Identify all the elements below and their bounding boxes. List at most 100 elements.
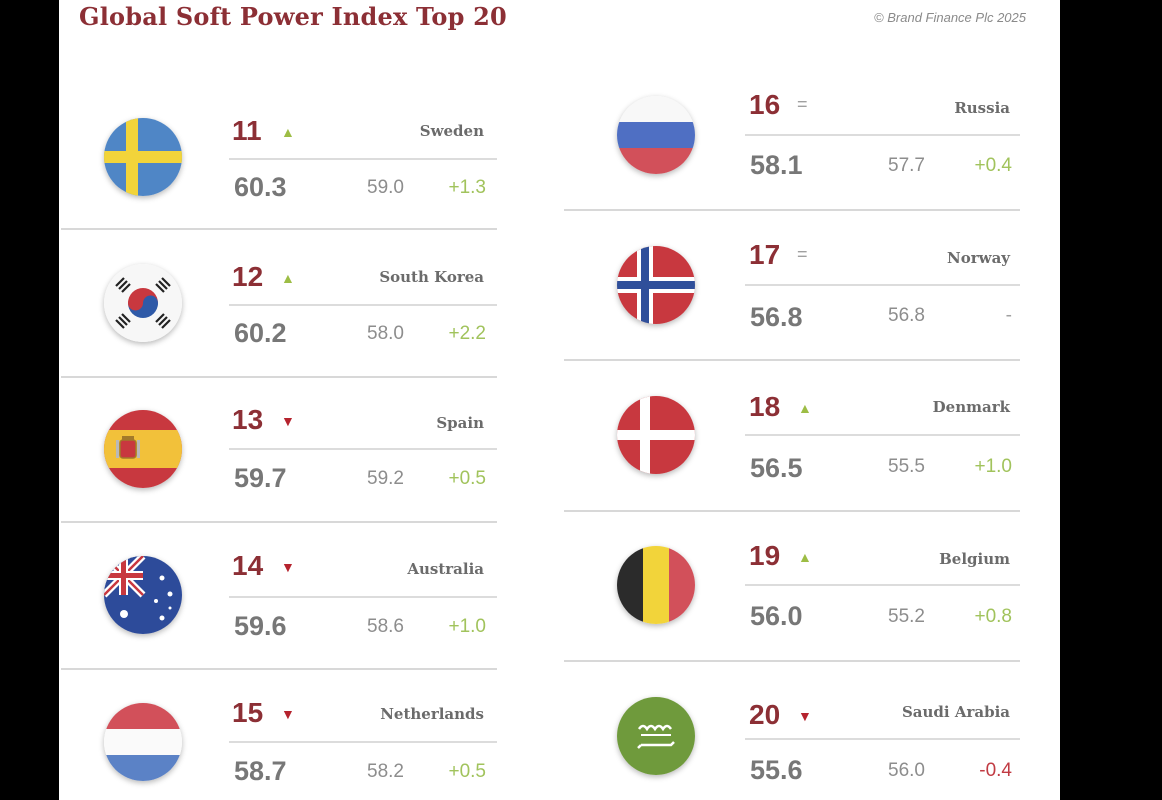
country-name: Russia <box>954 99 1010 117</box>
current-score: 58.1 <box>750 150 803 180</box>
score-change: -0.4 <box>979 760 1012 781</box>
south-korea-flag-icon <box>104 264 182 342</box>
row-divider <box>229 158 497 160</box>
trend-equal-icon: = <box>797 244 808 264</box>
page-title: Global Soft Power Index Top 20 <box>79 2 507 31</box>
previous-score: 58.0 <box>367 323 404 344</box>
row-divider <box>229 448 497 450</box>
ranking-entry-russia: 16 = Russia 58.1 57.7 +0.4 <box>564 0 1022 180</box>
score-change: +0.5 <box>448 761 486 782</box>
trend-up-icon: ▲ <box>798 400 812 416</box>
rank-number: 17 <box>749 239 781 270</box>
current-score: 60.2 <box>234 318 287 348</box>
ranking-entry-norway: 17 = Norway 56.8 56.8 - <box>564 0 1022 332</box>
entry-separator <box>564 209 1020 211</box>
entry-separator <box>61 521 497 523</box>
score-change: +1.3 <box>448 177 486 198</box>
country-name: Belgium <box>939 550 1010 568</box>
trend-down-icon: ▼ <box>281 559 295 575</box>
country-name: Saudi Arabia <box>901 703 1010 721</box>
country-name: Australia <box>407 560 484 578</box>
score-change: +0.4 <box>974 155 1012 176</box>
row-divider <box>745 584 1020 586</box>
ranking-entry-sweden: 11 ▲ Sweden 60.3 59.0 +1.3 <box>59 0 499 202</box>
previous-score: 58.6 <box>367 616 404 637</box>
country-name: Spain <box>436 414 484 432</box>
previous-score: 55.2 <box>888 606 925 627</box>
ranking-entry-saudi-arabia: 20 ▼ Saudi Arabia 55.6 56.0 -0.4 <box>564 0 1022 785</box>
rank-number: 11 <box>232 115 262 146</box>
score-change: +1.0 <box>448 616 486 637</box>
previous-score: 56.0 <box>888 760 925 781</box>
entry-separator <box>61 228 497 230</box>
netherlands-flag-icon <box>104 703 182 781</box>
row-divider <box>229 741 497 743</box>
spain-flag-icon <box>104 410 182 488</box>
country-name: Norway <box>947 249 1010 267</box>
rank-number: 14 <box>232 550 264 581</box>
norway-flag-icon <box>617 246 695 324</box>
previous-score: 55.5 <box>888 456 925 477</box>
ranking-entry-south-korea: 12 ▲ South Korea 60.2 58.0 +2.2 <box>59 0 499 348</box>
previous-score: 57.7 <box>888 155 925 176</box>
rank-number: 16 <box>749 89 781 120</box>
trend-down-icon: ▼ <box>281 413 295 429</box>
previous-score: 59.0 <box>367 177 404 198</box>
rank-number: 20 <box>749 699 781 730</box>
row-divider <box>229 596 497 598</box>
previous-score: 59.2 <box>367 468 404 489</box>
trend-equal-icon: = <box>797 94 808 114</box>
copyright-notice: © Brand Finance Plc 2025 <box>874 10 1026 25</box>
ranking-entry-denmark: 18 ▲ Denmark 56.5 55.5 +1.0 <box>564 0 1022 483</box>
entry-separator <box>61 376 497 378</box>
rank-number: 15 <box>232 697 264 728</box>
rank-number: 13 <box>232 404 264 435</box>
current-score: 56.5 <box>750 453 803 483</box>
country-name: South Korea <box>379 268 484 286</box>
previous-score: 56.8 <box>888 305 925 326</box>
row-divider <box>745 134 1020 136</box>
row-divider <box>745 738 1020 740</box>
sweden-flag-icon <box>104 118 182 196</box>
country-name: Sweden <box>419 122 484 140</box>
previous-score: 58.2 <box>367 761 404 782</box>
current-score: 59.7 <box>234 463 287 493</box>
australia-flag-icon <box>104 556 182 634</box>
ranking-entry-belgium: 19 ▲ Belgium 56.0 55.2 +0.8 <box>564 0 1022 631</box>
rank-number: 19 <box>749 540 781 571</box>
score-change: +0.8 <box>974 606 1012 627</box>
ranking-entry-australia: 14 ▼ Australia 59.6 58.6 +1.0 <box>59 0 499 641</box>
denmark-flag-icon <box>617 396 695 474</box>
score-change: +0.5 <box>448 468 486 489</box>
ranking-entry-spain: 13 ▼ Spain 59.7 59.2 +0.5 <box>59 0 499 493</box>
current-score: 55.6 <box>750 755 803 785</box>
row-divider <box>745 434 1020 436</box>
current-score: 60.3 <box>234 172 287 202</box>
score-change: +2.2 <box>448 323 486 344</box>
trend-down-icon: ▼ <box>798 708 812 724</box>
entry-separator <box>564 359 1020 361</box>
country-name: Denmark <box>932 398 1010 416</box>
entry-separator <box>564 510 1020 512</box>
entry-separator <box>61 668 497 670</box>
row-divider <box>745 284 1020 286</box>
score-change: +1.0 <box>974 456 1012 477</box>
current-score: 56.0 <box>750 601 803 631</box>
rank-number: 18 <box>749 391 781 422</box>
trend-up-icon: ▲ <box>798 549 812 565</box>
score-change: - <box>1005 305 1012 326</box>
current-score: 59.6 <box>234 611 287 641</box>
trend-up-icon: ▲ <box>281 124 295 140</box>
current-score: 58.7 <box>234 756 287 786</box>
current-score: 56.8 <box>750 302 803 332</box>
country-name: Netherlands <box>380 705 484 723</box>
entry-separator <box>564 660 1020 662</box>
trend-up-icon: ▲ <box>281 270 295 286</box>
belgium-flag-icon <box>617 546 695 624</box>
row-divider <box>229 304 497 306</box>
rank-number: 12 <box>232 261 264 292</box>
trend-down-icon: ▼ <box>281 706 295 722</box>
report-page: Global Soft Power Index Top 20 © Brand F… <box>59 0 1060 800</box>
ranking-entry-netherlands: 15 ▼ Netherlands 58.7 58.2 +0.5 <box>59 0 499 786</box>
saudi-arabia-flag-icon <box>617 697 695 775</box>
